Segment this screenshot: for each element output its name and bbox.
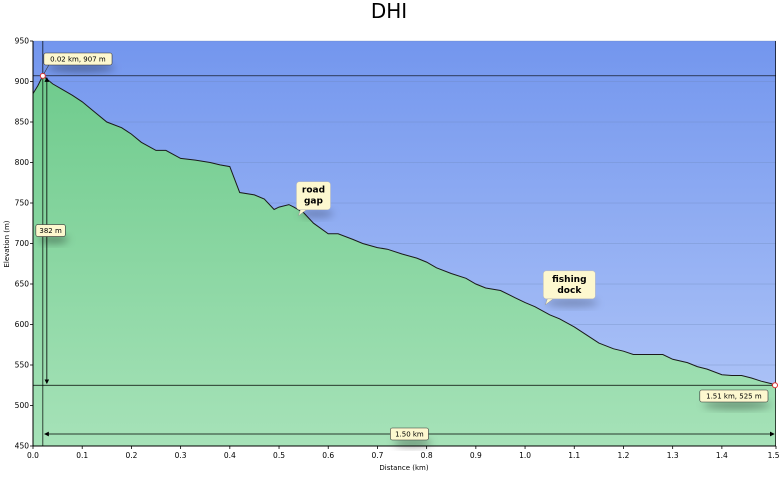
x-tick-label: 1.2	[617, 451, 629, 460]
callout-text: gap	[304, 197, 324, 207]
elevation-diff-label-text: 382 m	[39, 227, 62, 235]
measurement-overlay: 0.02 km, 907 m 1.51 km, 525 m 382 m 1.50 km	[33, 41, 778, 447]
callout-shadow	[299, 209, 334, 218]
start-label-pointer	[43, 64, 50, 74]
y-axis-label: Elevation (m)	[3, 220, 11, 267]
start-label-shadow	[46, 64, 116, 72]
x-tick-label: 1.3	[667, 451, 679, 460]
x-tick-label: 0.0	[27, 451, 39, 460]
elevation-diff-label-box	[35, 224, 66, 237]
y-tick-label: 550	[15, 361, 30, 370]
x-tick-label: 0.5	[273, 451, 285, 460]
chart-title: DHI	[371, 0, 407, 23]
x-tick-label: 0.1	[76, 451, 88, 460]
y-tick-label: 850	[15, 118, 30, 127]
x-tick-label: 1.0	[519, 451, 531, 460]
x-tick-label: 0.4	[224, 451, 236, 460]
x-tick-label: 1.1	[568, 451, 580, 460]
callout-text: dock	[557, 286, 582, 296]
x-tick-label: 1.51	[768, 451, 780, 460]
x-tick-label: 1.4	[716, 451, 728, 460]
end-label-box	[699, 389, 769, 403]
callout-box	[296, 181, 331, 210]
callout-box	[543, 270, 596, 300]
x-axis-label: Distance (km)	[379, 464, 428, 472]
x-axis-ticks: 0.0 0.1 0.2 0.3 0.4 0.5 0.6 0.7 0.8 0.9 1.0 1.1 1.2 1…	[27, 446, 780, 460]
x-tick-label: 0.3	[175, 451, 187, 460]
y-tick-label: 650	[15, 280, 30, 289]
y-axis-ticks: 450 500 550 600 650 700 750 800 850 900 950	[15, 37, 33, 451]
x-tick-label: 0.2	[125, 451, 137, 460]
y-tick-label: 800	[15, 158, 30, 167]
callout-text: fishing	[552, 275, 586, 285]
y-tick-label: 600	[15, 320, 30, 329]
end-point-marker	[772, 382, 778, 389]
end-label-text: 1.51 km, 525 m	[706, 393, 762, 401]
y-tick-label: 500	[15, 401, 30, 410]
start-point-marker	[39, 72, 46, 79]
callout-shadow	[546, 298, 599, 307]
start-label-text: 0.02 km, 907 m	[50, 56, 106, 64]
start-label-box	[43, 52, 113, 66]
y-tick-label: 750	[15, 199, 30, 208]
x-tick-label: 0.6	[322, 451, 334, 460]
y-tick-label: 450	[15, 442, 30, 451]
x-tick-label: 0.8	[421, 451, 433, 460]
distance-diff-label-text: 1.50 km	[395, 431, 424, 439]
end-label-shadow	[702, 401, 772, 409]
distance-diff-label-shadow	[393, 439, 432, 447]
elevation-line	[32, 75, 777, 386]
y-tick-label: 900	[15, 77, 30, 86]
elevation-diff-label-shadow	[38, 235, 69, 244]
distance-diff-label-box	[390, 427, 429, 441]
y-tick-label: 950	[15, 37, 30, 46]
x-tick-label: 0.9	[470, 451, 482, 460]
callout-text: road	[302, 186, 325, 196]
elevation-area	[33, 75, 776, 447]
x-tick-label: 0.7	[371, 451, 383, 460]
y-tick-label: 700	[15, 239, 30, 248]
